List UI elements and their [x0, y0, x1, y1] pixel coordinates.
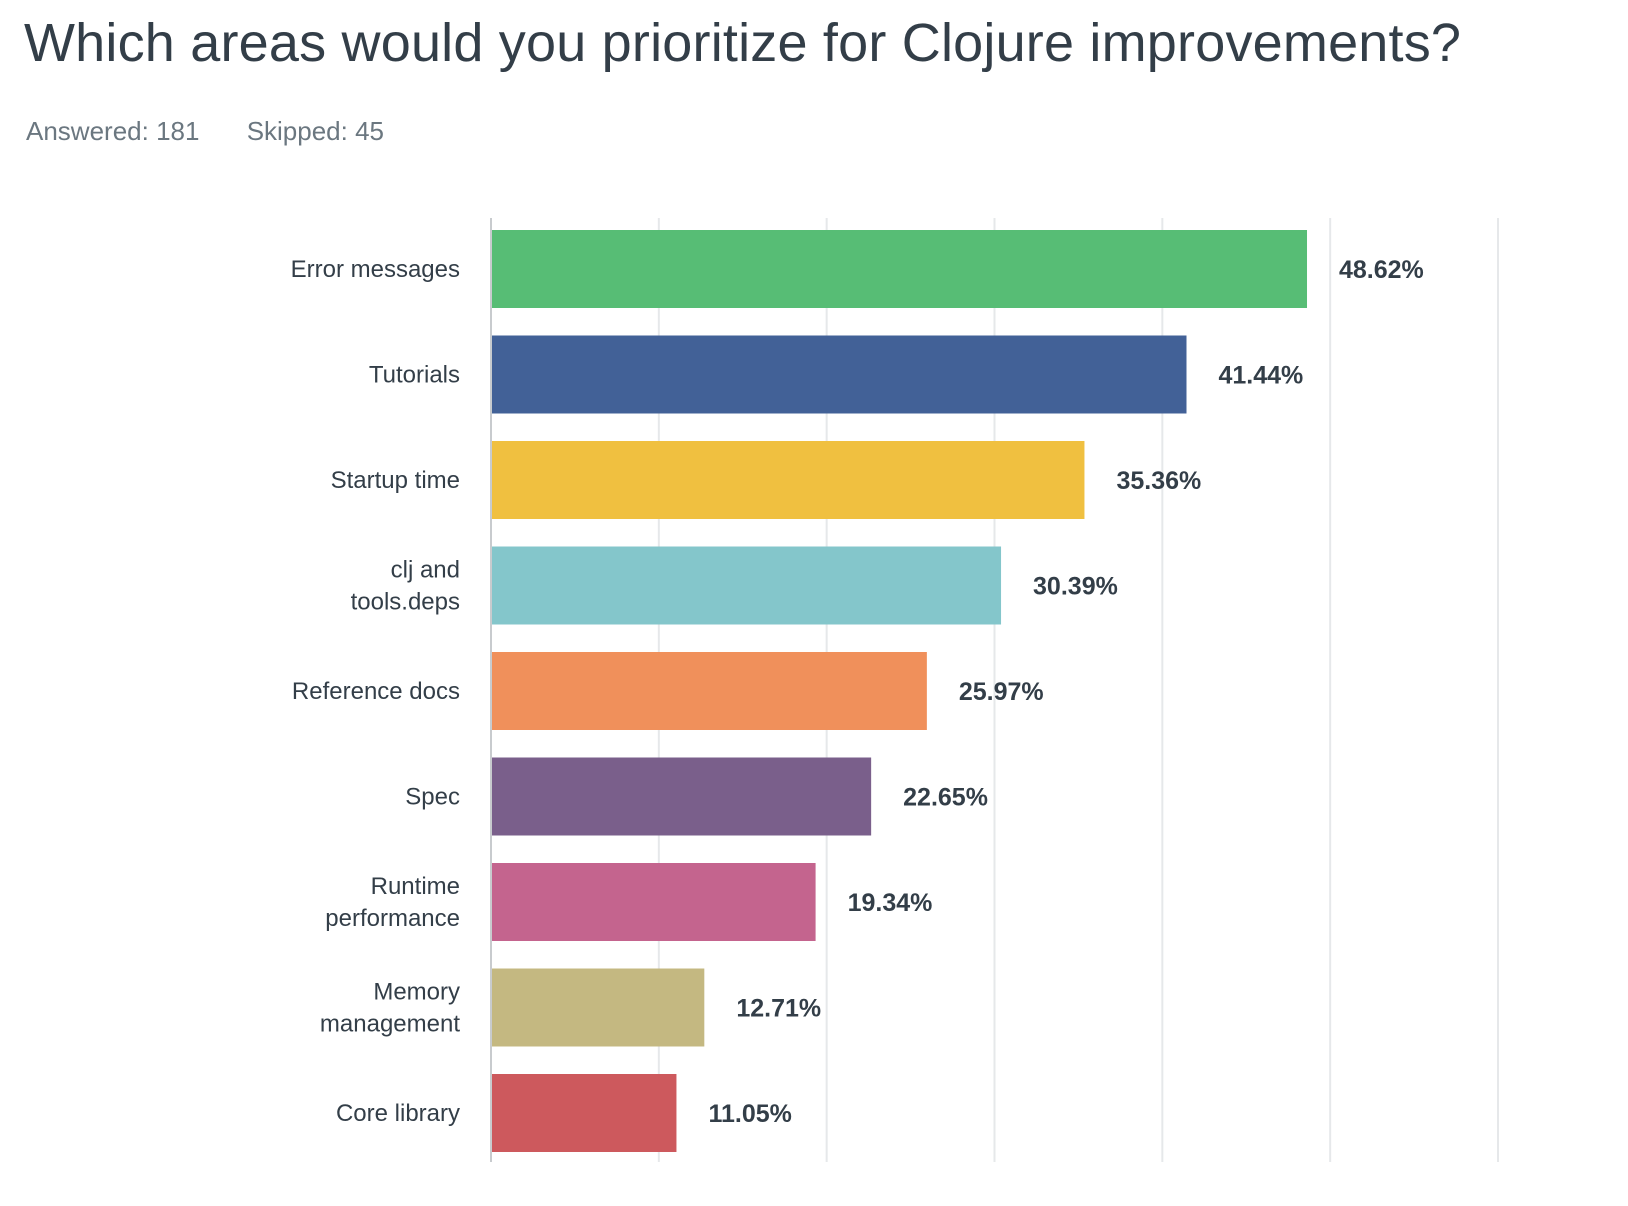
category-label: Error messages: [291, 256, 460, 283]
value-label: 48.62%: [1339, 256, 1424, 284]
value-label: 19.34%: [848, 889, 933, 917]
category-label: Spec: [405, 784, 460, 811]
value-label: 25.97%: [959, 678, 1044, 706]
category-label: clj and tools.deps: [351, 557, 460, 616]
category-label: Core library: [336, 1100, 460, 1127]
value-label: 22.65%: [903, 784, 988, 812]
bar: [491, 335, 1187, 414]
answered-count: Answered: 181: [26, 116, 200, 146]
bars: [491, 230, 1308, 1152]
bar: [491, 757, 872, 836]
category-label-line: clj and: [391, 557, 460, 584]
category-label: Startup time: [331, 467, 460, 494]
category-label-line: management: [320, 1011, 460, 1038]
bar: [491, 968, 705, 1047]
category-label: Tutorials: [369, 362, 460, 389]
category-label-line: Spec: [405, 784, 460, 811]
category-label: Memory management: [320, 979, 460, 1038]
skipped-count: Skipped: 45: [246, 116, 385, 146]
bar: [491, 546, 1002, 625]
value-label: 11.05%: [708, 1100, 791, 1128]
category-label-line: performance: [325, 905, 460, 932]
category-label-line: tools.deps: [351, 589, 460, 616]
value-label: 30.39%: [1033, 573, 1118, 601]
bar: [491, 230, 1308, 308]
value-label: 35.36%: [1116, 467, 1201, 495]
category-label: Runtime performance: [325, 873, 460, 932]
category-label: Reference docs: [292, 678, 460, 705]
category-labels: Error messages Tutorials Startup time clj a…: [291, 256, 461, 1127]
category-label-line: Error messages: [291, 256, 460, 283]
value-label: 41.44%: [1219, 362, 1304, 390]
category-label-line: Core library: [336, 1100, 460, 1127]
category-label-line: Runtime: [371, 873, 460, 900]
bar: [491, 441, 1085, 519]
value-label: 12.71%: [736, 995, 821, 1023]
bar: [491, 863, 816, 941]
bar: [491, 1074, 677, 1152]
page-title: Which areas would you prioritize for Clo…: [24, 13, 1462, 73]
value-labels: 48.62% 41.44% 35.36% 30.39% 25.97% 22.65% 19.3…: [708, 256, 1423, 1128]
bar: [491, 652, 927, 730]
category-label-line: Tutorials: [369, 362, 460, 389]
response-stats: Answered: 181 Skipped: 45: [26, 116, 424, 147]
category-label-line: Reference docs: [292, 678, 460, 705]
category-label-line: Memory: [373, 979, 460, 1006]
category-label-line: Startup time: [331, 467, 460, 494]
